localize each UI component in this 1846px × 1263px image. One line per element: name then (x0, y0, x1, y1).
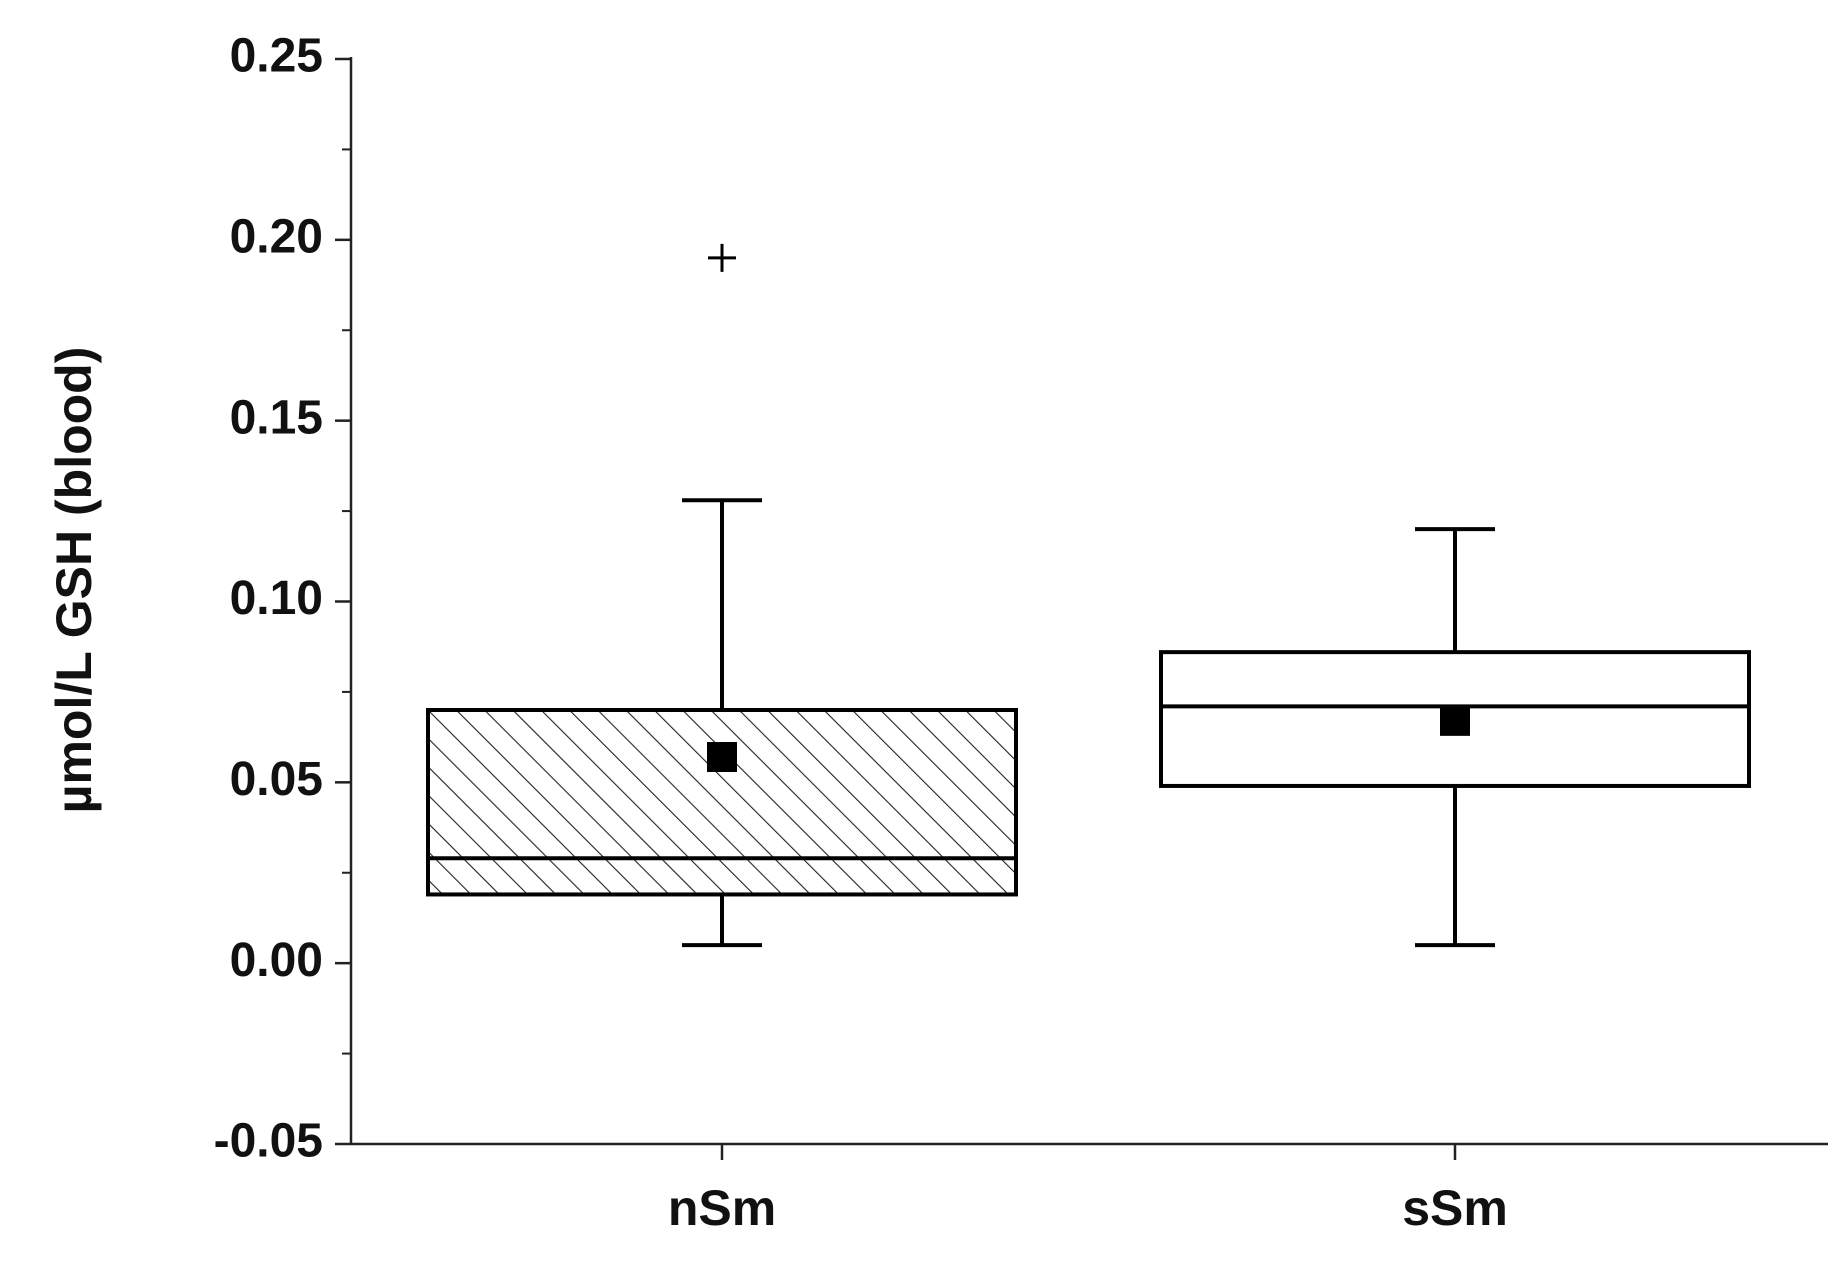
y-tick-label: 0.10 (230, 572, 323, 625)
outlier (708, 243, 736, 272)
y-tick-label: 0.15 (230, 391, 323, 444)
mean-marker (1440, 705, 1470, 736)
y-tick-label: 0.00 (230, 934, 323, 987)
box (426, 708, 1018, 897)
y-axis-title: µmol/L GSH (blood) (46, 347, 102, 814)
x-tick-label: nSm (668, 1180, 776, 1236)
x-tick-label: sSm (1402, 1180, 1508, 1236)
y-tick-label: -0.05 (214, 1115, 323, 1168)
y-tick-label: 0.20 (230, 211, 323, 264)
y-tick-label: 0.05 (230, 753, 323, 806)
mean-marker (707, 742, 737, 773)
y-tick-label: 0.25 (230, 30, 323, 83)
